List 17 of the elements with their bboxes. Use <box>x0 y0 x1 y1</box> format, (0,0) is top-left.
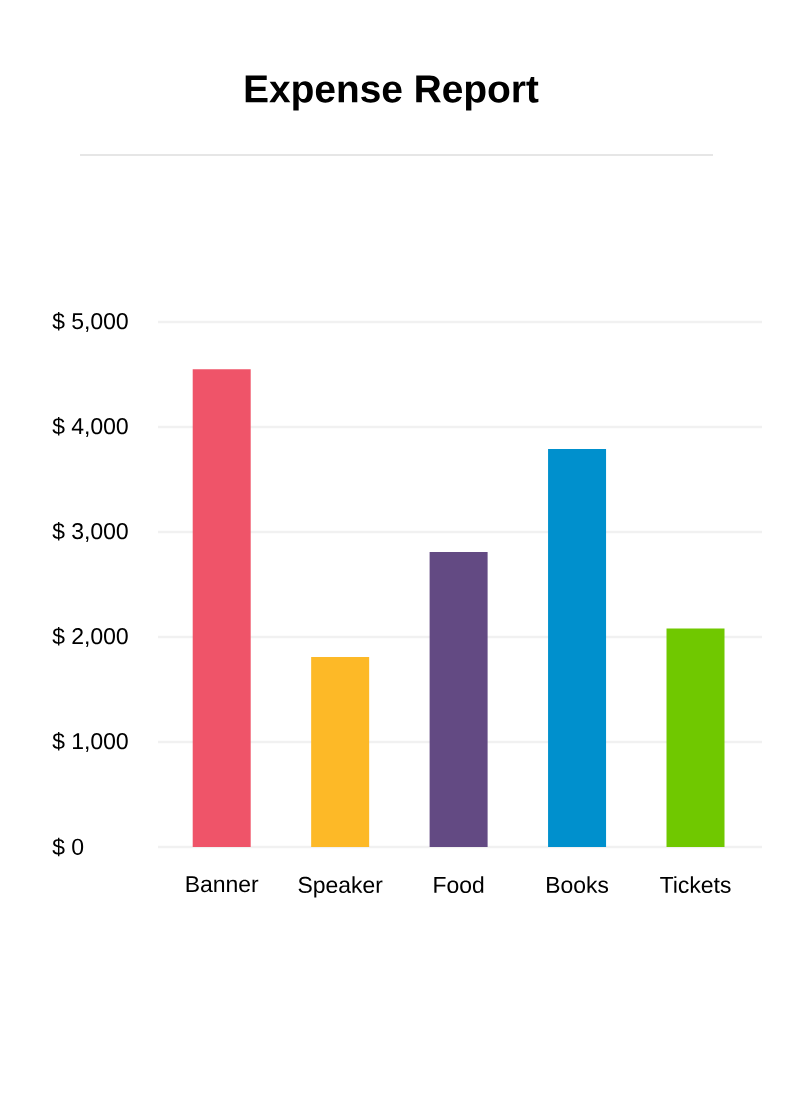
y-tick-label: $ 2,000 <box>52 627 128 647</box>
chart-title: Expense Report <box>245 75 539 111</box>
x-tick-label: Tickets <box>660 876 731 894</box>
y-tick-label: $ 3,000 <box>52 522 128 542</box>
x-tick-label: Food <box>434 876 484 894</box>
bar <box>311 656 370 847</box>
y-tick-label: $ 0 <box>52 837 84 857</box>
bar <box>548 449 607 847</box>
y-tick-label: $ 5,000 <box>52 312 128 332</box>
x-tick-label: Speaker <box>298 876 383 898</box>
bar <box>666 628 725 847</box>
bar <box>429 551 488 847</box>
x-tick-label: Banner <box>186 876 259 893</box>
y-tick-label: $ 4,000 <box>52 417 128 437</box>
bar <box>192 369 251 847</box>
y-tick-label: $ 1,000 <box>52 732 128 752</box>
x-tick-label: Books <box>547 876 609 894</box>
